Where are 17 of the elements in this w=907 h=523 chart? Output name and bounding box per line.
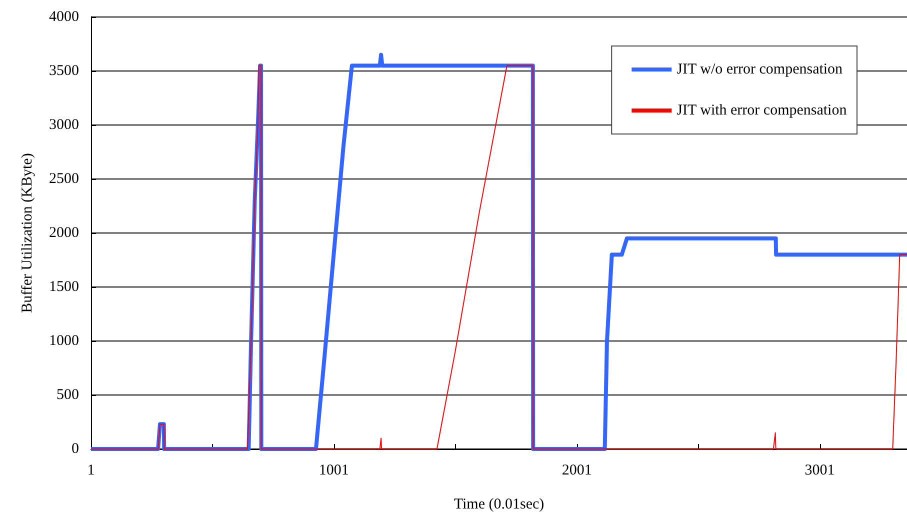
legend-label: JIT w/o error compensation bbox=[676, 62, 844, 78]
y-tick-label: 1500 bbox=[49, 279, 79, 295]
x-tick-label: 1 bbox=[87, 462, 95, 478]
y-tick-label: 2000 bbox=[49, 225, 79, 241]
y-axis-title: Buffer Utilization (KByte) bbox=[20, 153, 36, 313]
y-tick-label: 500 bbox=[56, 387, 79, 403]
y-tick-label: 3000 bbox=[49, 117, 79, 133]
legend-label: JIT with error compensation bbox=[676, 102, 848, 118]
x-tick-label: 3001 bbox=[804, 462, 835, 478]
y-tick-label: 1000 bbox=[49, 333, 79, 349]
x-tick-label: 2001 bbox=[562, 462, 592, 478]
y-tick-label: 4000 bbox=[49, 9, 79, 25]
x-axis-title: Time (0.01sec) bbox=[454, 496, 544, 512]
y-tick-label: 2500 bbox=[49, 171, 79, 187]
y-tick-label: 0 bbox=[72, 441, 79, 457]
x-tick-label: 1001 bbox=[318, 462, 349, 478]
y-tick-label: 3500 bbox=[49, 63, 79, 79]
